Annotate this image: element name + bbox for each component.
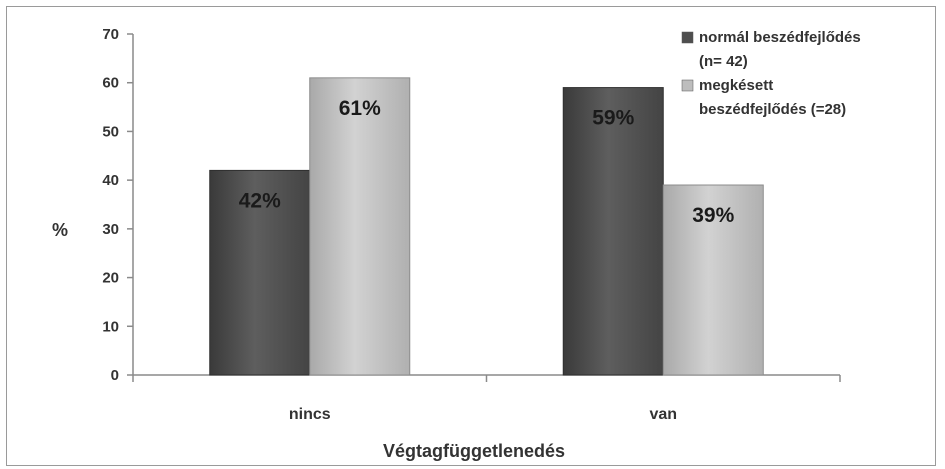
legend-label-normal: (n= 42) bbox=[699, 53, 748, 70]
bar-normal-van bbox=[562, 87, 664, 376]
legend-swatch-normal bbox=[681, 31, 694, 44]
y-tick-label: 50 bbox=[102, 123, 119, 140]
legend-label-megkesett: megkésett bbox=[699, 77, 773, 94]
y-tick-label: 60 bbox=[102, 75, 119, 92]
y-tick-label: 30 bbox=[102, 221, 119, 238]
data-label: 59% bbox=[592, 107, 634, 130]
y-tick-label: 20 bbox=[102, 270, 119, 287]
y-tick-label: 40 bbox=[102, 172, 119, 189]
y-axis-title: % bbox=[52, 220, 68, 240]
data-label: 42% bbox=[239, 189, 281, 212]
bar-megkesett-nincs bbox=[309, 77, 411, 376]
y-tick-label: 10 bbox=[102, 318, 119, 335]
y-tick-label: 0 bbox=[111, 367, 119, 384]
bar-megkesett-van bbox=[662, 184, 764, 376]
legend-swatch-megkesett bbox=[681, 79, 694, 92]
bar-normal-nincs bbox=[209, 169, 311, 376]
chart-frame bbox=[6, 6, 936, 466]
legend-label-normal: normál beszédfejlődés bbox=[699, 29, 861, 46]
x-category-label: nincs bbox=[289, 406, 331, 423]
y-tick-label: 70 bbox=[102, 26, 119, 43]
x-category-label: van bbox=[649, 406, 677, 423]
data-label: 61% bbox=[339, 97, 381, 120]
legend-label-megkesett: beszédfejlődés (=28) bbox=[699, 101, 846, 118]
x-axis-title: Végtagfüggetlenedés bbox=[383, 441, 565, 461]
data-label: 39% bbox=[692, 204, 734, 227]
